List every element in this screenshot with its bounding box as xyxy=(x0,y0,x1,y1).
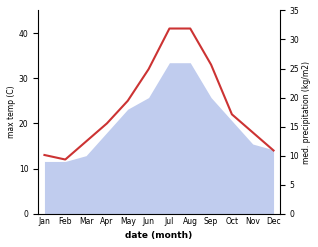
Y-axis label: max temp (C): max temp (C) xyxy=(7,86,16,138)
Y-axis label: med. precipitation (kg/m2): med. precipitation (kg/m2) xyxy=(302,61,311,164)
X-axis label: date (month): date (month) xyxy=(125,231,193,240)
